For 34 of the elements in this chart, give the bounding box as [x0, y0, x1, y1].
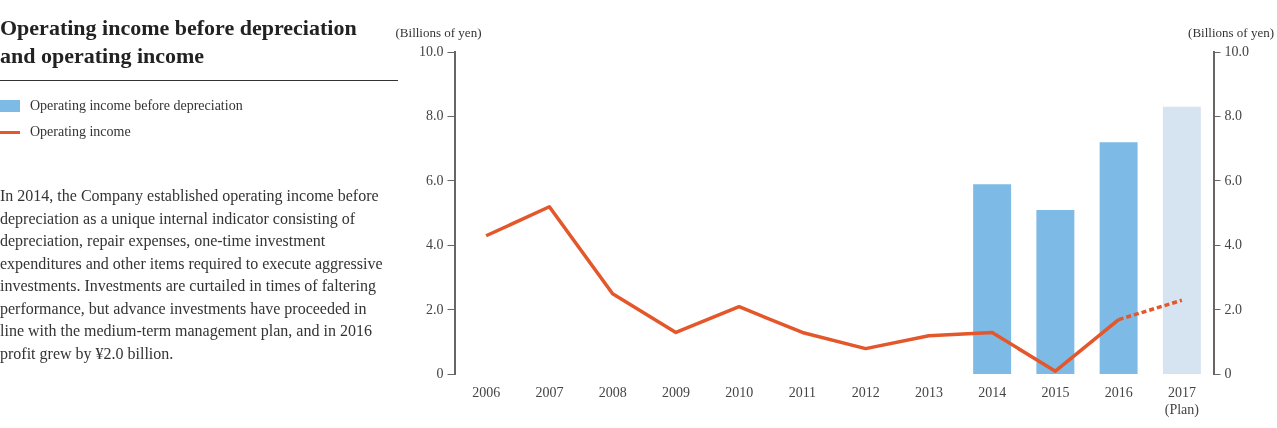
legend-label: Operating income before depreciation [30, 98, 243, 114]
bar [1036, 209, 1075, 374]
y-tick-label: 10.0 [419, 43, 444, 59]
x-tick-label: 2010 [725, 385, 754, 401]
x-tick-label: 2007 [535, 385, 564, 401]
x-tick-label: 2008 [598, 385, 627, 401]
x-tick-label: 2013 [914, 385, 943, 401]
y-tick-label: 8.0 [426, 108, 444, 124]
y2-tick-label: 4.0 [1224, 237, 1242, 253]
y2-tick-label: 2.0 [1224, 301, 1242, 317]
y-tick-label: 2.0 [426, 301, 444, 317]
x-tick-label: 2012 [851, 385, 880, 401]
text: Operating income before depreciation and operating income [0, 15, 357, 68]
x-tick-label: 2006 [472, 385, 501, 401]
y2-tick-label: 10.0 [1224, 43, 1249, 59]
legend-label: Operating income [30, 124, 131, 140]
text: In 2014, the Company established operating income before depreciation as a unique internal indicator consisting of depreciation, repair expenses, one-time investment expenditures and other items required to execute aggressive investments. Investments are curtailed in times of faltering performance, but advance investments have proceeded in line with the medium-term management plan, and in 2016 profit grew by ¥2.0 billion. [0, 186, 384, 365]
y2-tick-label: 8.0 [1224, 108, 1242, 124]
x-tick-label: 2009 [661, 385, 690, 401]
bar [1162, 106, 1201, 374]
y2-tick-label: 0 [1224, 366, 1232, 382]
x-tick-label: 2016 [1104, 385, 1133, 401]
y2-axis-title: (Billions of yen) [1188, 24, 1274, 40]
bar [973, 184, 1012, 374]
x-tick-label: 2017 (Plan) [1164, 385, 1200, 419]
bar [1099, 142, 1138, 374]
y-tick-label: 4.0 [426, 237, 444, 253]
x-tick-label: 2014 [978, 385, 1007, 401]
x-tick-label: 2011 [788, 385, 817, 401]
y-tick-label: 0 [436, 366, 444, 382]
y2-tick-label: 6.0 [1224, 172, 1242, 188]
y-axis-title: (Billions of yen) [395, 24, 482, 40]
y-tick-label: 6.0 [426, 172, 444, 188]
x-tick-label: 2015 [1041, 385, 1070, 401]
